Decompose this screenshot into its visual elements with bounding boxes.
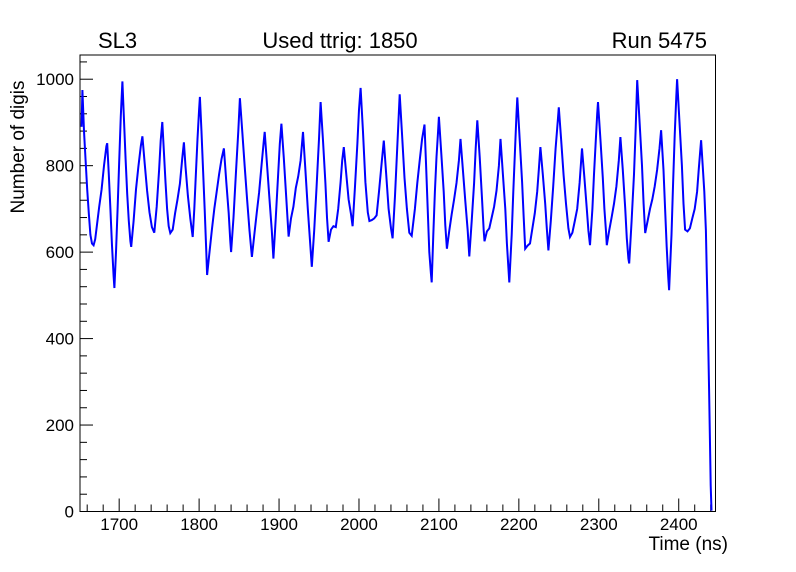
axis-ticks [80, 61, 712, 512]
y-tick-label: 800 [46, 157, 74, 176]
axis-tick-labels: 1700 1800 1900 2000 2100 2200 2300 2400 0 200 400 6… [36, 70, 697, 534]
x-tick-label: 2300 [580, 515, 618, 534]
y-tick-label: 1000 [36, 70, 74, 89]
x-tick-label: 2000 [340, 515, 378, 534]
y-axis-title: Number of digis [8, 80, 29, 213]
x-tick-label: 2400 [660, 515, 698, 534]
x-tick-label: 2100 [420, 515, 458, 534]
x-tick-label: 1900 [260, 515, 298, 534]
y-tick-label: 400 [46, 330, 74, 349]
digis-vs-time-line [80, 79, 713, 511]
pad-title-center: Used ttrig: 1850 [262, 28, 417, 53]
x-tick-label: 1700 [100, 515, 138, 534]
pad-title-left: SL3 [98, 28, 137, 53]
plot-frame [79, 54, 716, 512]
x-tick-label: 2200 [500, 515, 538, 534]
pad-title-right: Run 5475 [612, 28, 707, 53]
data-series [80, 79, 713, 511]
y-tick-label: 200 [46, 416, 74, 435]
x-tick-label: 1800 [180, 515, 218, 534]
x-axis-title: Time (ns) [648, 534, 728, 555]
y-tick-label: 0 [65, 503, 74, 522]
y-tick-label: 600 [46, 243, 74, 262]
